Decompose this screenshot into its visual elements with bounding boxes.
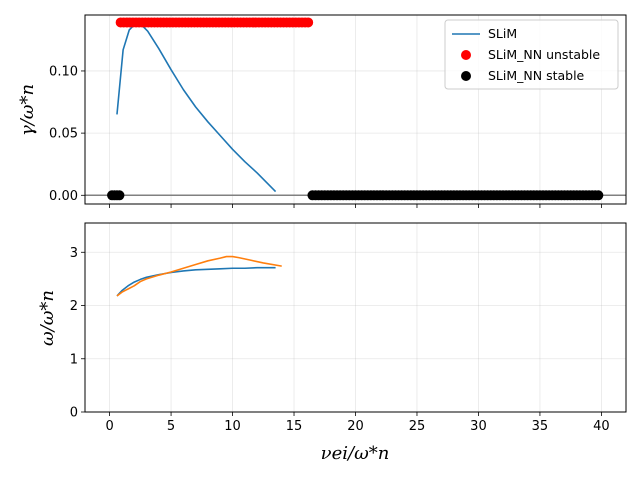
legend-swatch-slim-nn-stable (461, 71, 471, 81)
y-tick-label: 0 (70, 406, 78, 421)
series-line-1 (116, 255, 282, 297)
scatter-point-unstable (303, 17, 314, 28)
x-tick-label: 35 (532, 419, 549, 434)
scatter-point-stable (593, 190, 604, 201)
scatter-point-stable (114, 190, 125, 201)
x-tick-label: 40 (593, 419, 610, 434)
y-tick-label: 0.10 (49, 64, 78, 79)
top-x-ticks (109, 204, 602, 208)
x-tick-label: 5 (167, 419, 175, 434)
top-axes-frame (84, 14, 627, 205)
x-tick-label: 25 (409, 419, 426, 434)
bottom-y-axis-label: ω/ω*n (37, 290, 58, 346)
bottom-x-axis-label: νei/ω*n (321, 443, 390, 464)
legend-swatch-slim-nn-unstable (461, 50, 471, 60)
bottom-axes-frame (84, 222, 627, 413)
series-line-0 (116, 266, 276, 297)
y-tick-label: 0.00 (49, 189, 78, 204)
bottom-panel: 0 5 10 15 20 25 30 35 40 0 1 2 3 ω/ω*n νei/ω*n (37, 222, 627, 464)
x-tick-label: 20 (347, 419, 364, 434)
y-tick-label: 2 (70, 299, 78, 314)
legend: SLiM SLiM_NN unstable SLiM_NN stable (444, 19, 619, 90)
legend-label-slim-nn-unstable: SLiM_NN unstable (488, 47, 600, 62)
legend-box (444, 19, 619, 90)
y-tick-label: 3 (70, 246, 78, 261)
top-panel: 0.00 0.05 0.10 γ/ω*n SLiM SLiM_NN unstable… (17, 14, 627, 208)
top-y-ticks: 0.00 0.05 0.10 (49, 64, 85, 204)
top-y-axis-label: γ/ω*n (17, 84, 38, 136)
legend-label-slim: SLiM (488, 26, 517, 41)
legend-label-slim-nn-stable: SLiM_NN stable (488, 68, 585, 83)
x-tick-label: 10 (224, 419, 241, 434)
x-tick-label: 30 (470, 419, 487, 434)
y-tick-label: 0.05 (49, 127, 78, 142)
y-tick-label: 1 (70, 352, 78, 367)
bottom-x-ticks: 0 5 10 15 20 25 30 35 40 (105, 412, 610, 434)
x-tick-label: 15 (286, 419, 303, 434)
bottom-marks (116, 255, 282, 297)
top-marks (85, 17, 626, 201)
x-tick-label: 0 (105, 419, 113, 434)
bottom-y-ticks: 0 1 2 3 (70, 246, 85, 421)
